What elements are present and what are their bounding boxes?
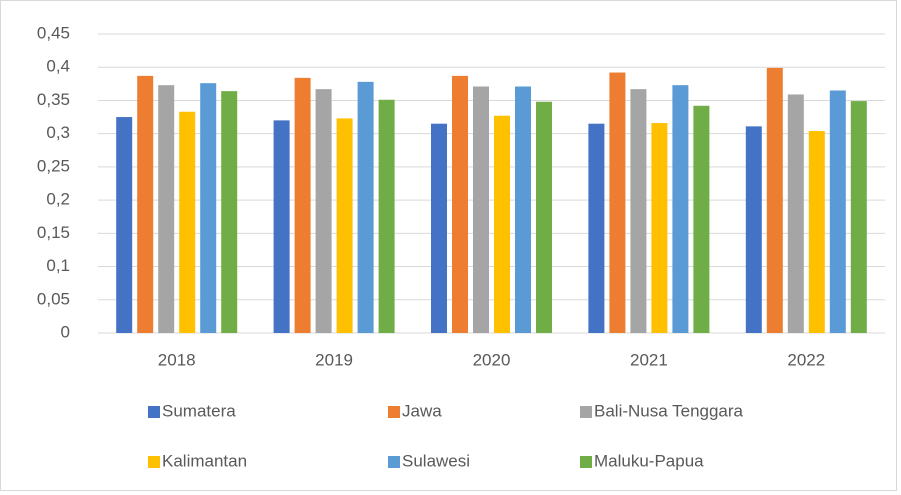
y-tick-label: 0,3: [46, 123, 70, 142]
bar: [693, 105, 710, 333]
bar: [829, 90, 846, 333]
x-tick-label: 2022: [787, 350, 825, 369]
bar: [609, 72, 626, 333]
legend-swatch: [580, 456, 592, 468]
y-tick-label: 0,4: [46, 57, 70, 76]
bar: [336, 118, 353, 333]
bar: [787, 94, 804, 333]
y-tick-label: 0,25: [37, 156, 70, 175]
bar: [315, 89, 332, 333]
bar: [850, 101, 867, 333]
bar: [808, 131, 825, 333]
y-tick-label: 0,15: [37, 223, 70, 242]
bar: [672, 85, 689, 333]
y-tick-label: 0,35: [37, 90, 70, 109]
legend-swatch: [580, 406, 592, 418]
y-tick-label: 0,45: [37, 23, 70, 42]
bar: [452, 75, 468, 334]
legend-label: Sulawesi: [402, 451, 470, 470]
bar: [630, 89, 647, 333]
bar: [273, 120, 290, 333]
bar: [431, 123, 447, 333]
bar: [494, 115, 510, 333]
legend-label: Jawa: [402, 401, 442, 420]
x-tick-label: 2018: [158, 350, 196, 369]
bar: [137, 75, 154, 334]
legend-label: Bali-Nusa Tenggara: [594, 401, 744, 420]
x-tick-label: 2021: [630, 350, 668, 369]
legend-swatch: [148, 406, 160, 418]
legend-swatch: [388, 406, 400, 418]
legend-swatch: [388, 456, 400, 468]
bar: [651, 123, 668, 333]
legend-label: Kalimantan: [162, 451, 247, 470]
bar: [588, 123, 605, 333]
y-tick-label: 0: [61, 322, 70, 341]
x-tick-label: 2020: [473, 350, 511, 369]
bar: [221, 91, 238, 334]
bar: [766, 67, 783, 334]
y-tick-label: 0,1: [46, 256, 70, 275]
bar: [179, 111, 196, 334]
legend-label: Sumatera: [162, 401, 236, 420]
bar: [357, 81, 374, 333]
x-tick-label: 2019: [315, 350, 353, 369]
bar: [536, 101, 552, 333]
legend-label: Maluku-Papua: [594, 451, 704, 470]
bar: [473, 86, 489, 333]
y-tick-label: 0,2: [46, 190, 70, 209]
bar: [378, 99, 395, 333]
bar: [745, 126, 762, 333]
bar: [294, 77, 311, 333]
y-tick-label: 0,05: [37, 289, 70, 308]
legend-swatch: [148, 456, 160, 468]
bar: [116, 117, 133, 333]
bar: [515, 86, 531, 333]
bar: [158, 85, 175, 333]
bar: [200, 83, 217, 334]
